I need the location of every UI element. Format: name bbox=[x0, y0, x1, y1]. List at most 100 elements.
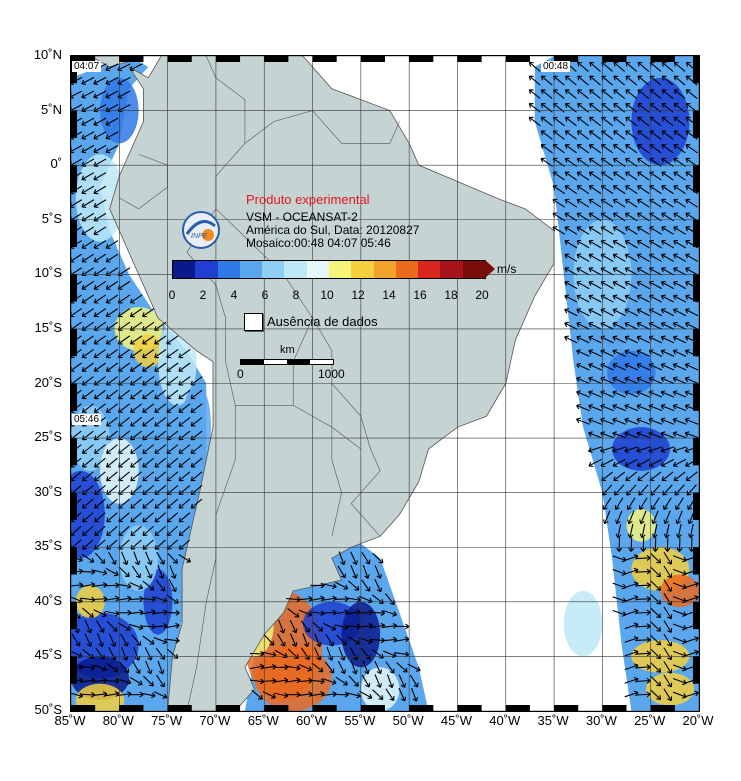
country-border bbox=[186, 56, 246, 711]
longitude-label: 35˚W bbox=[537, 713, 569, 728]
wind-arrow bbox=[663, 579, 673, 592]
wind-arrow bbox=[564, 185, 578, 195]
wind-arrow bbox=[81, 240, 95, 249]
wind-arrow bbox=[81, 471, 94, 482]
wind-arrow bbox=[676, 537, 683, 552]
wind-arrow bbox=[119, 661, 130, 674]
wind-arrow bbox=[577, 89, 589, 100]
pass-time-west-south: 05:46 bbox=[72, 414, 102, 425]
wind-arrow bbox=[130, 389, 143, 400]
wind-arrow bbox=[84, 633, 93, 647]
wind-arrow bbox=[362, 565, 370, 579]
wind-arrow bbox=[82, 525, 94, 537]
wind-arrow bbox=[169, 565, 177, 579]
wind-arrow bbox=[374, 674, 382, 688]
wind-arrow bbox=[637, 130, 650, 140]
wind-arrow bbox=[80, 581, 96, 588]
wind-arrow bbox=[528, 75, 541, 86]
wind-arrow bbox=[612, 431, 627, 439]
wind-arrow bbox=[612, 446, 627, 453]
wind-arrow bbox=[142, 403, 155, 413]
wind-speed-patch bbox=[626, 509, 656, 542]
wind-arrow bbox=[650, 634, 662, 646]
wind-arrow bbox=[156, 551, 165, 565]
wind-arrow bbox=[121, 646, 129, 661]
wind-arrow bbox=[663, 674, 673, 688]
wind-arrow bbox=[588, 144, 602, 154]
wind-arrow bbox=[663, 647, 673, 661]
wind-arrow bbox=[156, 674, 165, 688]
wind-arrow bbox=[130, 348, 143, 359]
longitude-label: 50˚W bbox=[392, 713, 424, 728]
wind-arrow bbox=[685, 308, 699, 317]
latitude-label: 10˚S bbox=[34, 265, 62, 281]
wind-arrow bbox=[142, 457, 155, 468]
wind-arrow bbox=[565, 75, 577, 86]
wind-arrow bbox=[129, 677, 143, 686]
wind-arrow bbox=[300, 647, 310, 661]
wind-arrow bbox=[142, 525, 154, 537]
wind-arrow bbox=[588, 446, 602, 453]
colorbar-tick-label: 6 bbox=[261, 288, 269, 302]
wind-arrow bbox=[106, 416, 118, 427]
wind-arrow bbox=[627, 510, 635, 525]
latitude-label: 5˚N bbox=[41, 101, 62, 117]
wind-arrow bbox=[637, 185, 650, 195]
wind-arrow bbox=[624, 417, 639, 425]
colorbar-segment bbox=[351, 261, 375, 278]
colorbar-tick-label: 4 bbox=[230, 288, 238, 302]
wind-arrow bbox=[105, 567, 119, 577]
scale-end: 1000 bbox=[318, 367, 345, 381]
wind-arrow bbox=[360, 647, 371, 660]
wind-arrow bbox=[672, 349, 687, 357]
wind-arrow bbox=[190, 389, 203, 400]
latitude-label: 40˚S bbox=[34, 592, 62, 608]
wind-arrow bbox=[661, 89, 674, 100]
colorbar-segment bbox=[239, 261, 263, 278]
wind-arrow bbox=[576, 362, 590, 371]
wind-arrow bbox=[277, 633, 286, 647]
wind-arrow bbox=[612, 267, 626, 276]
wind-arrow bbox=[130, 498, 142, 509]
wind-arrow bbox=[118, 566, 130, 578]
longitude-label: 75˚W bbox=[151, 713, 183, 728]
wind-arrow bbox=[289, 619, 298, 634]
wind-arrow bbox=[674, 484, 685, 496]
wind-arrow bbox=[624, 362, 638, 371]
wind-arrow bbox=[540, 144, 553, 154]
country-border bbox=[331, 383, 342, 537]
wind-arrow bbox=[588, 349, 602, 357]
wind-arrow bbox=[624, 431, 639, 439]
wind-arrow bbox=[588, 458, 602, 468]
wind-speed-patch bbox=[75, 683, 125, 711]
wind-arrow bbox=[624, 595, 639, 602]
wind-arrow bbox=[588, 130, 602, 140]
wind-arrow bbox=[145, 551, 153, 566]
longitude-label: 20˚W bbox=[682, 713, 714, 728]
wind-arrow bbox=[636, 267, 650, 276]
wind-arrow bbox=[636, 226, 650, 235]
wind-arrow bbox=[130, 471, 142, 482]
wind-arrow bbox=[564, 308, 578, 317]
wind-arrow bbox=[685, 75, 698, 86]
wind-arrow bbox=[154, 444, 167, 454]
wind-arrow bbox=[661, 239, 674, 249]
wind-arrow bbox=[336, 634, 347, 646]
wind-arrow bbox=[588, 403, 602, 412]
wind-arrow bbox=[298, 609, 313, 617]
wind-arrow bbox=[263, 634, 275, 646]
wind-arrow bbox=[302, 633, 310, 648]
pass-time-east: 00:48 bbox=[541, 61, 571, 72]
logo-text: INPE bbox=[191, 233, 208, 240]
wind-arrow bbox=[637, 75, 650, 86]
scale-bar bbox=[240, 359, 334, 365]
latitude-label: 15˚S bbox=[34, 319, 62, 335]
wind-arrow bbox=[129, 609, 144, 616]
wind-arrow bbox=[663, 551, 673, 565]
wind-arrow bbox=[624, 335, 638, 344]
wind-arrow bbox=[685, 198, 698, 208]
wind-arrow bbox=[624, 403, 639, 412]
wind-arrow bbox=[588, 362, 602, 371]
wind-arrow bbox=[588, 185, 602, 195]
wind-arrow bbox=[637, 89, 650, 100]
